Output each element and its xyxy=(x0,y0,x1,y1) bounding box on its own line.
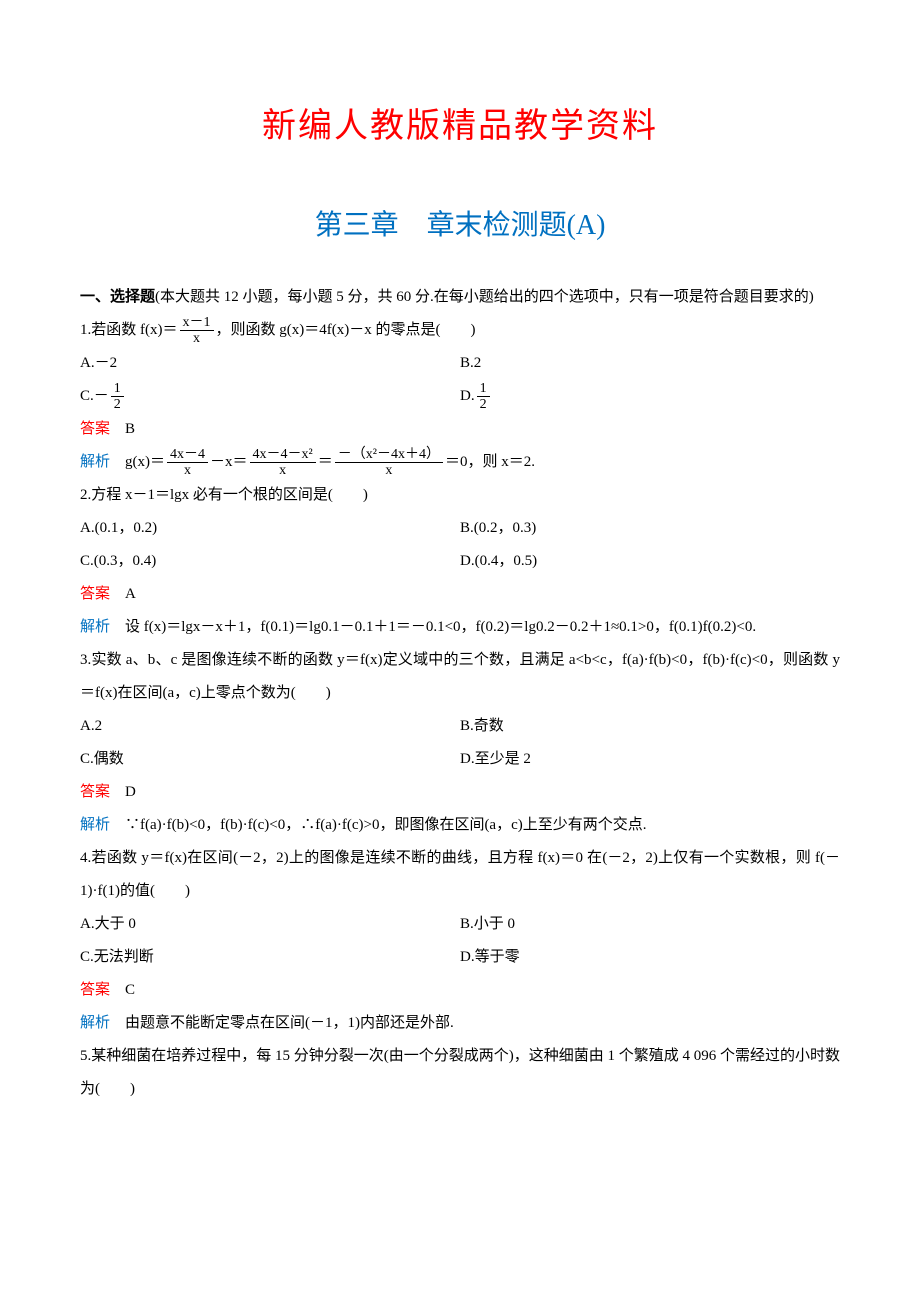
q3-opt-a: A.2 xyxy=(80,710,460,743)
analysis-label: 解析 xyxy=(80,619,110,635)
analysis-label: 解析 xyxy=(80,454,110,470)
section-intro: 一、选择题(本大题共 12 小题，每小题 5 分，共 60 分.在每小题给出的四… xyxy=(80,281,840,314)
q2-opt-c: C.(0.3，0.4) xyxy=(80,545,460,578)
q1-opt-c-frac: 12 xyxy=(111,381,124,413)
q4-opt-a: A.大于 0 xyxy=(80,908,460,941)
q1-ana-f1: 4x－4x xyxy=(167,447,208,479)
answer-label: 答案 xyxy=(80,784,110,800)
q1-opt-c: C.－12 xyxy=(80,380,460,413)
q2-opt-b: B.(0.2，0.3) xyxy=(460,512,840,545)
question-1-stem: 1.若函数 f(x)＝x－1x，则函数 g(x)＝4f(x)－x 的零点是( ) xyxy=(80,314,840,347)
q1-opt-c-pre: C.－ xyxy=(80,388,109,404)
q4-analysis-text: 由题意不能断定零点在区间(－1，1)内部还是外部. xyxy=(125,1015,454,1031)
q1-c-den: 2 xyxy=(111,397,124,412)
q1-stem-frac: x－1x xyxy=(180,315,214,347)
q1-stem-frac-den: x xyxy=(180,331,214,346)
question-4-stem: 4.若函数 y＝f(x)在区间(－2，2)上的图像是连续不断的曲线，且方程 f(… xyxy=(80,842,840,908)
question-4-answer: 答案 C xyxy=(80,974,840,1007)
section-intro-rest: (本大题共 12 小题，每小题 5 分，共 60 分.在每小题给出的四个选项中，… xyxy=(155,289,814,305)
q1-ana-mid2: ＝ xyxy=(318,454,333,470)
q1-ana-post: ＝0，则 x＝2. xyxy=(445,454,535,470)
q1-opt-a: A.－2 xyxy=(80,347,460,380)
q4-opt-c: C.无法判断 xyxy=(80,941,460,974)
q1-answer-value: B xyxy=(125,421,135,437)
q1-opt-d-pre: D. xyxy=(460,388,475,404)
question-2-stem: 2.方程 x－1＝lgx 必有一个根的区间是( ) xyxy=(80,479,840,512)
q2-opt-d: D.(0.4，0.5) xyxy=(460,545,840,578)
q3-opt-d: D.至少是 2 xyxy=(460,743,840,776)
question-1-analysis: 解析 g(x)＝4x－4x－x＝4x－4－x²x＝－（x²－4x＋4）x＝0，则… xyxy=(80,446,840,479)
q1-opt-d: D.12 xyxy=(460,380,840,413)
q1-ana-pre: g(x)＝ xyxy=(125,454,165,470)
analysis-label: 解析 xyxy=(80,1015,110,1031)
question-1-options: A.－2 B.2 C.－12 D.12 xyxy=(80,347,840,413)
q2-answer-value: A xyxy=(125,586,136,602)
question-2-analysis: 解析 设 f(x)＝lgx－x＋1，f(0.1)＝lg0.1－0.1＋1＝－0.… xyxy=(80,611,840,644)
question-5-stem: 5.某种细菌在培养过程中，每 15 分钟分裂一次(由一个分裂成两个)，这种细菌由… xyxy=(80,1040,840,1106)
q3-opt-b: B.奇数 xyxy=(460,710,840,743)
question-3-options: A.2 B.奇数 C.偶数 D.至少是 2 xyxy=(80,710,840,776)
q1-opt-d-frac: 12 xyxy=(477,381,490,413)
chapter-title: 第三章 章末检测题(A) xyxy=(80,195,840,257)
q1-stem-frac-num: x－1 xyxy=(180,315,214,331)
question-3-analysis: 解析 ∵f(a)·f(b)<0，f(b)·f(c)<0，∴f(a)·f(c)>0… xyxy=(80,809,840,842)
q1-ana-f2-den: x xyxy=(250,463,316,478)
question-3-answer: 答案 D xyxy=(80,776,840,809)
q1-stem-pre: 1.若函数 f(x)＝ xyxy=(80,322,178,338)
q1-ana-f1-num: 4x－4 xyxy=(167,447,208,463)
document-title: 新编人教版精品教学资料 xyxy=(80,90,840,165)
q1-c-num: 1 xyxy=(111,381,124,397)
q1-ana-f1-den: x xyxy=(167,463,208,478)
question-3-stem: 3.实数 a、b、c 是图像连续不断的函数 y＝f(x)定义域中的三个数，且满足… xyxy=(80,644,840,710)
answer-label: 答案 xyxy=(80,586,110,602)
q3-answer-value: D xyxy=(125,784,136,800)
q3-opt-c: C.偶数 xyxy=(80,743,460,776)
q1-ana-f3-num: －（x²－4x＋4） xyxy=(335,447,443,463)
q1-opt-b: B.2 xyxy=(460,347,840,380)
q4-opt-b: B.小于 0 xyxy=(460,908,840,941)
answer-label: 答案 xyxy=(80,982,110,998)
q1-ana-f2: 4x－4－x²x xyxy=(250,447,316,479)
q1-ana-f3-den: x xyxy=(335,463,443,478)
q2-analysis-text: 设 f(x)＝lgx－x＋1，f(0.1)＝lg0.1－0.1＋1＝－0.1<0… xyxy=(125,619,756,635)
question-2-answer: 答案 A xyxy=(80,578,840,611)
question-2-options: A.(0.1，0.2) B.(0.2，0.3) C.(0.3，0.4) D.(0… xyxy=(80,512,840,578)
question-1-answer: 答案 B xyxy=(80,413,840,446)
q1-ana-f3: －（x²－4x＋4）x xyxy=(335,447,443,479)
q1-ana-f2-num: 4x－4－x² xyxy=(250,447,316,463)
q2-opt-a: A.(0.1，0.2) xyxy=(80,512,460,545)
q3-analysis-text: ∵f(a)·f(b)<0，f(b)·f(c)<0，∴f(a)·f(c)>0，即图… xyxy=(125,817,646,833)
q1-d-den: 2 xyxy=(477,397,490,412)
q4-opt-d: D.等于零 xyxy=(460,941,840,974)
section-intro-bold: 一、选择题 xyxy=(80,289,155,305)
q1-stem-post: ，则函数 g(x)＝4f(x)－x 的零点是( ) xyxy=(216,322,476,338)
question-4-options: A.大于 0 B.小于 0 C.无法判断 D.等于零 xyxy=(80,908,840,974)
analysis-label: 解析 xyxy=(80,817,110,833)
answer-label: 答案 xyxy=(80,421,110,437)
q1-d-num: 1 xyxy=(477,381,490,397)
question-4-analysis: 解析 由题意不能断定零点在区间(－1，1)内部还是外部. xyxy=(80,1007,840,1040)
q4-answer-value: C xyxy=(125,982,135,998)
q1-ana-mid1: －x＝ xyxy=(210,454,248,470)
